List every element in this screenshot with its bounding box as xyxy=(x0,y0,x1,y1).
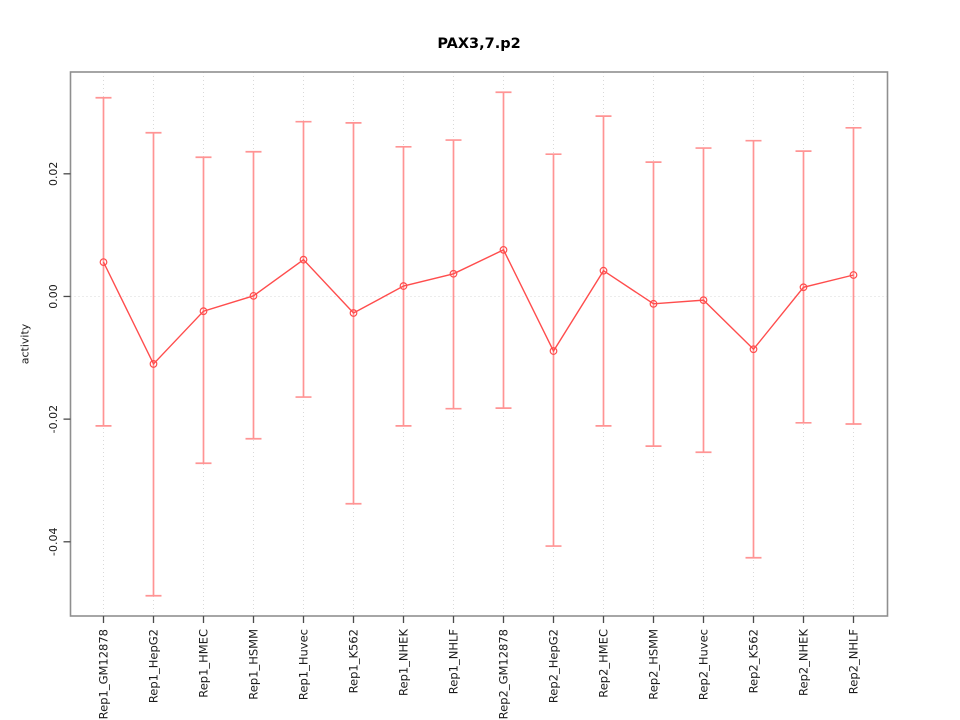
x-tick-label: Rep1_GM12878 xyxy=(97,629,111,719)
error-bar xyxy=(195,156,212,465)
x-tick-label: Rep1_HepG2 xyxy=(147,629,161,703)
data-point xyxy=(349,309,358,317)
x-tick-label: Rep1_K562 xyxy=(347,629,361,693)
data-point xyxy=(849,271,858,279)
x-tick-label: Rep2_NHEK xyxy=(797,629,811,696)
y-axis-title: activity xyxy=(18,323,32,365)
x-tick-label: Rep2_K562 xyxy=(747,629,761,693)
data-point xyxy=(149,360,158,368)
x-tick-label: Rep2_Huvec xyxy=(697,629,711,700)
data-point xyxy=(99,258,108,267)
data-point xyxy=(799,283,808,292)
x-tick-label: Rep2_HSMM xyxy=(647,629,661,700)
y-tick-label: -0.02 xyxy=(47,405,60,433)
x-tick-label: Rep1_NHEK xyxy=(397,629,411,696)
x-tick-label: Rep2_NHLF xyxy=(847,629,861,694)
x-tick-label: Rep2_GM12878 xyxy=(497,629,511,719)
data-point xyxy=(449,269,458,278)
data-point xyxy=(199,307,208,316)
data-point xyxy=(549,347,558,355)
data-point xyxy=(499,245,508,254)
x-tick-label: Rep1_HSMM xyxy=(247,629,261,700)
data-point xyxy=(399,282,408,290)
x-tick-label: Rep1_HMEC xyxy=(197,629,211,698)
data-point xyxy=(299,255,308,264)
x-tick-label: Rep2_HMEC xyxy=(597,629,611,698)
y-tick-label: 0.00 xyxy=(47,284,60,309)
data-point xyxy=(699,296,708,305)
x-tick-label: Rep1_NHLF xyxy=(447,629,461,694)
plot-border xyxy=(69,71,889,617)
error-bar xyxy=(95,96,112,427)
data-point xyxy=(749,345,758,354)
data-point xyxy=(649,299,658,308)
data-point xyxy=(599,266,608,275)
chart-title: PAX3,7.p2 xyxy=(437,36,521,52)
x-tick-label: Rep1_Huvec xyxy=(297,629,311,700)
x-tick-label: Rep2_HepG2 xyxy=(547,629,561,703)
series-line xyxy=(102,248,854,366)
y-tick-label: 0.02 xyxy=(47,162,60,187)
error-bar xyxy=(845,126,862,425)
data-point xyxy=(249,291,258,300)
y-tick-label: -0.04 xyxy=(47,528,60,556)
